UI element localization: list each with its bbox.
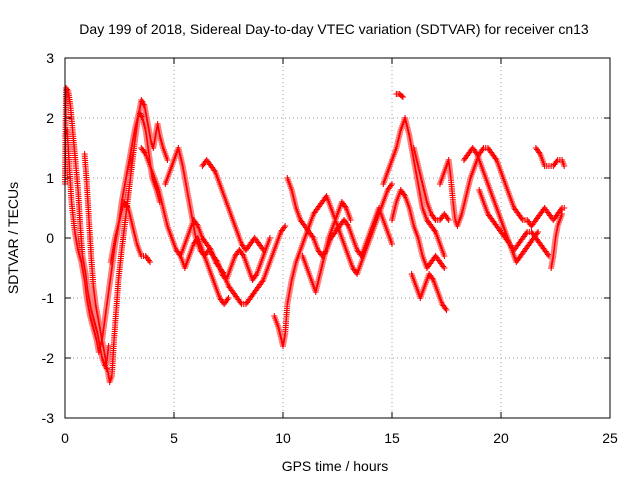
data-point	[443, 307, 450, 313]
data-point	[105, 343, 112, 349]
data-point	[535, 229, 542, 235]
y-tick-label: 0	[46, 230, 54, 246]
data-point	[225, 295, 232, 301]
y-tick-label: 1	[46, 170, 54, 186]
y-tick-labels: -3 -2 -1 0 1 2 3	[42, 50, 55, 426]
data-point	[561, 163, 568, 169]
data-point	[266, 235, 273, 241]
data-point	[164, 157, 171, 163]
x-tick-label: 25	[602, 430, 618, 446]
data-point	[347, 217, 354, 223]
chart-title: Day 199 of 2018, Sidereal Day-to-day VTE…	[79, 21, 589, 37]
data-point	[147, 259, 154, 265]
x-axis-label: GPS time / hours	[282, 458, 389, 474]
plot-frame	[64, 57, 611, 419]
x-tick-label: 15	[384, 430, 400, 446]
x-tick-label: 0	[61, 430, 69, 446]
y-tick-label: 3	[46, 50, 54, 66]
data-point	[399, 94, 406, 100]
data-point	[389, 241, 395, 247]
y-tick-label: -3	[42, 410, 55, 426]
x-tick-label: 5	[170, 430, 178, 446]
data-point	[389, 181, 395, 187]
data-points	[62, 85, 568, 385]
data-point	[441, 265, 448, 271]
data-point	[445, 217, 452, 223]
y-tick-label: -2	[42, 350, 55, 366]
x-tick-labels: 0 5 10 15 20 25	[61, 430, 618, 446]
data-point	[559, 211, 566, 217]
data-point	[441, 253, 448, 259]
x-tick-label: 20	[493, 430, 509, 446]
y-tick-label: -1	[42, 290, 55, 306]
y-axis-label: SDTVAR / TECUs	[5, 182, 21, 294]
data-point	[260, 247, 267, 253]
data-point	[282, 223, 289, 229]
data-point	[561, 205, 568, 211]
data-point	[398, 93, 405, 99]
x-tick-label: 10	[275, 430, 291, 446]
y-tick-label: 2	[46, 110, 54, 126]
